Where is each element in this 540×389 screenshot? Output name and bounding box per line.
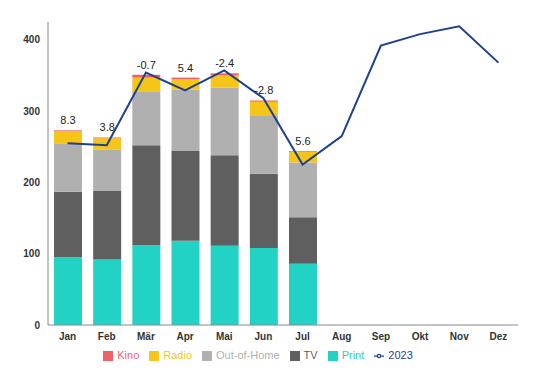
svg-text:Apr: Apr	[176, 331, 193, 342]
svg-text:300: 300	[23, 106, 40, 117]
svg-text:Mai: Mai	[216, 331, 233, 342]
html-text:2023: 2023	[388, 349, 413, 361]
svg-text:8.3: 8.3	[60, 114, 75, 126]
svg-text:-2.8: -2.8	[254, 84, 273, 96]
html-text:Kino: Kino	[117, 349, 140, 361]
svg-text:-2.4: -2.4	[215, 57, 234, 69]
svg-text:Jun: Jun	[255, 331, 273, 342]
svg-text:3.8: 3.8	[100, 121, 115, 133]
html-text:TV: TV	[303, 349, 318, 361]
svg-text:400: 400	[23, 34, 40, 45]
svg-text:5.6: 5.6	[295, 135, 310, 147]
svg-text:5.4: 5.4	[178, 62, 193, 74]
svg-text:Aug: Aug	[332, 331, 351, 342]
svg-text:Sep: Sep	[372, 331, 390, 342]
svg-text:Mär: Mär	[137, 331, 155, 342]
svg-text:Okt: Okt	[412, 331, 429, 342]
svg-text:-0.7: -0.7	[137, 59, 156, 71]
svg-text:Jan: Jan	[59, 331, 76, 342]
svg-text:100: 100	[23, 248, 40, 259]
svg-text:0: 0	[34, 320, 40, 331]
svg-text:Dez: Dez	[490, 331, 508, 342]
svg-text:200: 200	[23, 177, 40, 188]
html-text:Print: Print	[341, 349, 365, 361]
html-text:Out-of-Home: Out-of-Home	[216, 349, 280, 361]
svg-text:Jul: Jul	[295, 331, 310, 342]
html-text:Radio: Radio	[163, 349, 192, 361]
svg-text:Nov: Nov	[450, 331, 469, 342]
svg-text:Feb: Feb	[98, 331, 116, 342]
